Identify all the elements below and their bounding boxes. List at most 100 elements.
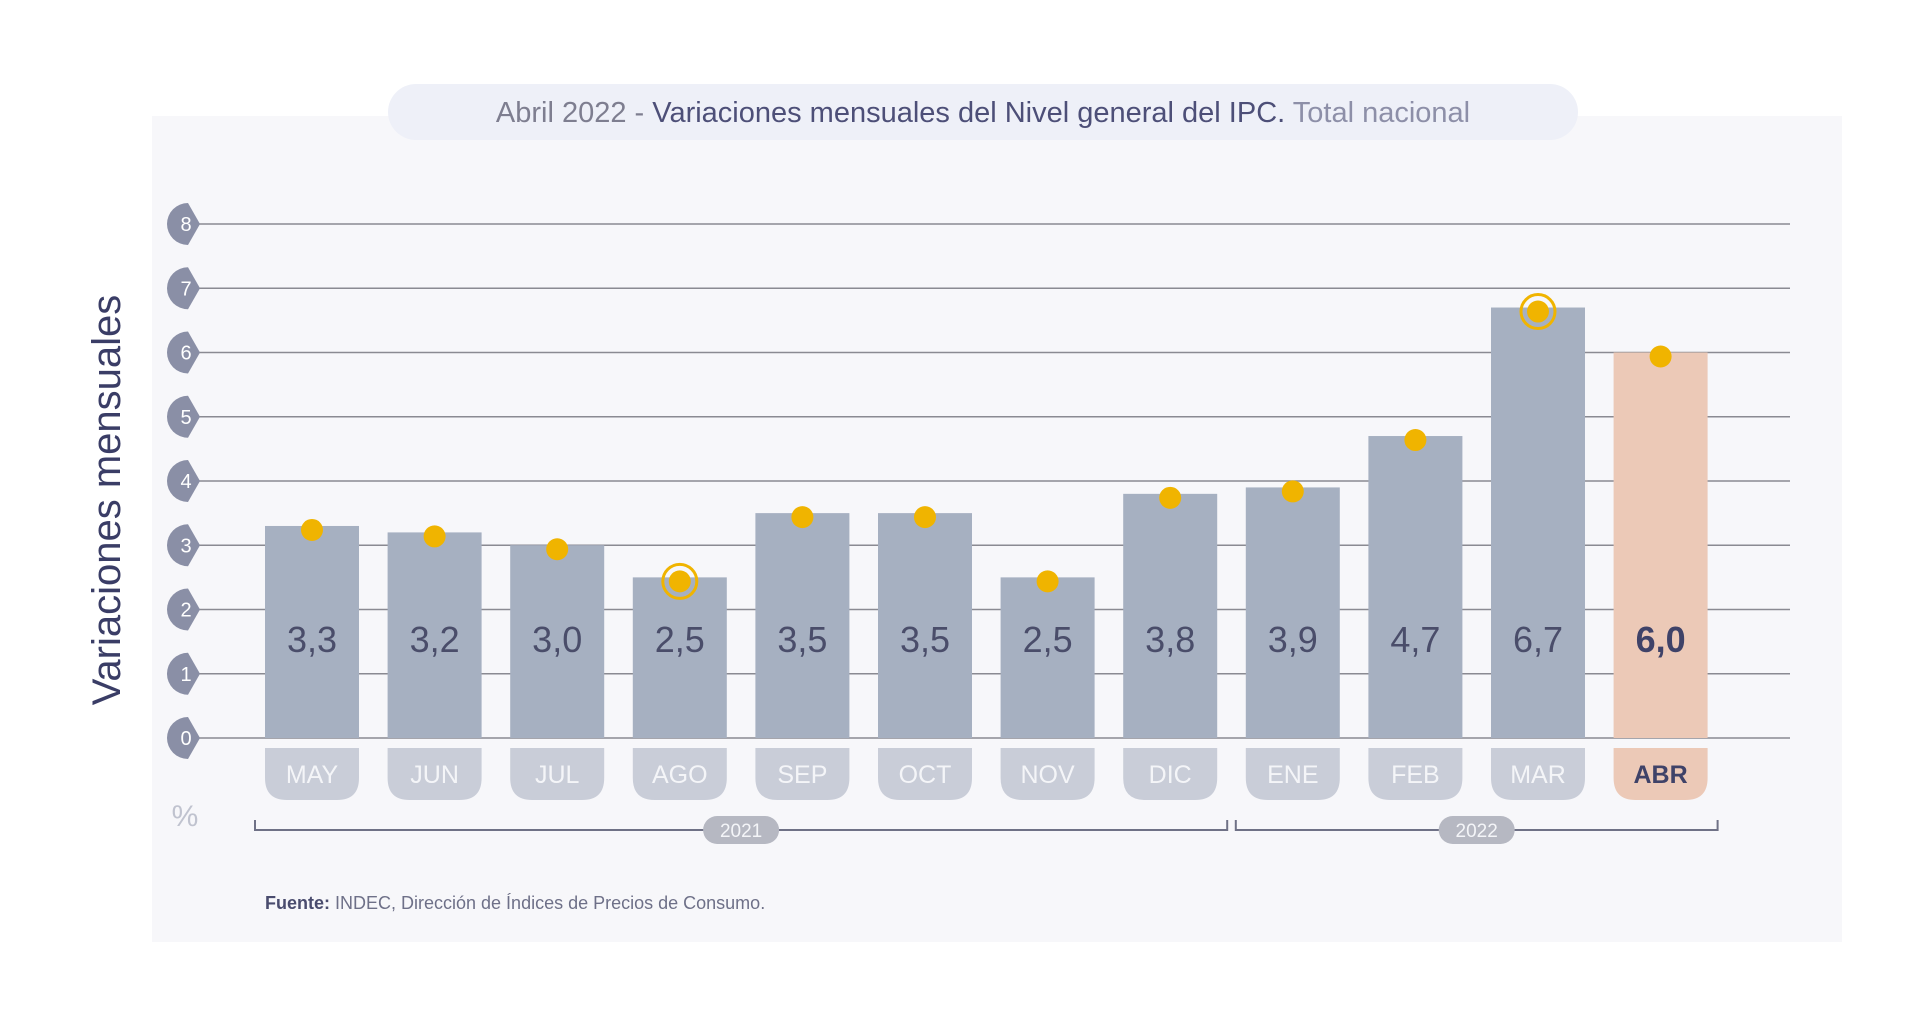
y-tick-label-7: 7: [180, 278, 191, 300]
value-label-abr: 6,0: [1636, 619, 1686, 660]
source-note: Fuente: INDEC, Dirección de Índices de P…: [265, 893, 765, 913]
y-tick-bubble-3: [167, 524, 200, 567]
month-tab-layer: MAY JUN JUL AGO SEP OCT NOV DIC ENE FEB MAR ABR: [265, 748, 1708, 800]
year-label-2021: 2021: [720, 821, 762, 842]
month-tab-jul: [510, 748, 605, 800]
bar-feb: [1368, 436, 1463, 738]
dot-feb: [1404, 429, 1427, 452]
month-label-may: MAY: [286, 761, 339, 789]
month-label-nov: NOV: [1021, 761, 1076, 789]
y-tick-label-5: 5: [180, 407, 191, 429]
value-label-jun: 3,2: [410, 619, 460, 660]
month-tab-sep: [755, 748, 850, 800]
title-pill: [388, 84, 1578, 140]
year-pill-2022: [1438, 816, 1515, 844]
dot-mar: [1527, 300, 1549, 323]
value-label-ene: 3,9: [1268, 619, 1318, 660]
source-label: Fuente:: [265, 893, 330, 913]
dot-ene: [1281, 480, 1304, 503]
value-label-layer: 3,3 3,2 3,0 2,5 3,5 3,5 2,5 3,8 3,9 4,7 6,7 6,0: [287, 619, 1686, 660]
y-tick-bubble-2: [167, 588, 200, 631]
title-main: Variaciones mensuales del Nivel general …: [652, 97, 1285, 129]
value-label-jul: 3,0: [532, 619, 582, 660]
value-label-oct: 3,5: [900, 619, 950, 660]
bar-may: [265, 525, 359, 738]
month-tab-may: [265, 748, 359, 800]
value-label-feb: 4,7: [1390, 619, 1440, 660]
dot-abr: [1649, 345, 1672, 368]
y-axis-label: Variaciones mensuales: [85, 295, 129, 706]
value-label-sep: 3,5: [777, 619, 827, 660]
value-label-ago: 2,5: [655, 619, 705, 660]
bar-abr: [1613, 352, 1708, 738]
y-tick-bubble-4: [167, 460, 200, 502]
source-text: INDEC, Dirección de Índices de Precios d…: [330, 893, 765, 913]
dot-oct: [914, 506, 936, 529]
y-tick-label-6: 6: [180, 343, 191, 365]
month-tab-nov: [1000, 748, 1095, 800]
y-tick-bubble-5: [167, 395, 200, 438]
title-prefix: Abril 2022 -: [496, 97, 652, 129]
month-label-dic: DIC: [1149, 761, 1192, 789]
month-label-ago: AGO: [652, 761, 708, 789]
month-tab-ene: [1245, 748, 1340, 800]
dot-ago: [668, 570, 691, 593]
y-tick-label-2: 2: [180, 600, 191, 622]
dot-jul: [546, 538, 569, 561]
y-tick-label-3: 3: [180, 535, 191, 557]
year-pill-2021: [703, 816, 780, 844]
year-bracket-layer: 2021 2022: [254, 816, 1719, 844]
dot-layer: [301, 293, 1672, 600]
month-label-mar: MAR: [1510, 761, 1566, 789]
chart-title: Abril 2022 - Variaciones mensuales del N…: [496, 97, 1470, 129]
month-tab-ago: [632, 748, 727, 800]
y-tick-bubble-8: [167, 203, 200, 245]
bar-oct: [878, 513, 972, 738]
month-tab-jun: [387, 748, 482, 800]
y-tick-bubble-6: [167, 331, 200, 374]
bar-dic: [1123, 493, 1218, 738]
dot-may: [301, 518, 323, 541]
month-tab-abr: [1613, 748, 1708, 800]
month-label-sep: SEP: [777, 761, 827, 789]
y-tick-bubble-1: [166, 652, 200, 695]
y-tick-label-0: 0: [180, 728, 191, 750]
value-label-mar: 6,7: [1513, 619, 1563, 660]
y-tick-label-8: 8: [180, 214, 191, 236]
month-label-oct: OCT: [899, 761, 952, 789]
dot-sep: [791, 506, 814, 529]
bar-nov: [1000, 577, 1095, 738]
month-label-feb: FEB: [1391, 761, 1440, 789]
month-tab-mar: [1491, 748, 1585, 800]
bar-layer: [265, 307, 1708, 738]
month-label-jul: JUL: [535, 761, 580, 789]
bar-jun: [387, 532, 482, 738]
month-label-abr: ABR: [1634, 761, 1688, 789]
bar-ago: [632, 577, 727, 738]
dot-dic: [1159, 486, 1182, 509]
value-label-may: 3,3: [287, 619, 337, 660]
y-tick-layer: 0 1 2 3 4 5 6 7 8: [166, 203, 200, 759]
year-label-2022: 2022: [1456, 821, 1498, 842]
dot-ring-mar: [1519, 293, 1557, 331]
dot-ring-ago: [661, 562, 699, 600]
title-suffix: Total nacional: [1285, 97, 1470, 129]
bar-ene: [1245, 487, 1340, 738]
dot-jun: [423, 525, 446, 548]
month-label-ene: ENE: [1267, 761, 1318, 789]
month-tab-oct: [878, 748, 972, 800]
month-label-jun: JUN: [410, 761, 459, 789]
y-tick-label-4: 4: [180, 471, 191, 493]
bar-mar: [1491, 307, 1585, 738]
y-tick-bubble-0: [167, 717, 200, 759]
y-tick-label-1: 1: [180, 664, 191, 686]
y-tick-bubble-7: [167, 267, 200, 310]
dot-nov: [1036, 570, 1059, 593]
unit-label: %: [172, 800, 199, 833]
month-tab-feb: [1368, 748, 1463, 800]
bar-jul: [510, 545, 605, 738]
value-label-dic: 3,8: [1145, 619, 1195, 660]
month-tab-dic: [1123, 748, 1218, 800]
value-label-nov: 2,5: [1023, 619, 1073, 660]
